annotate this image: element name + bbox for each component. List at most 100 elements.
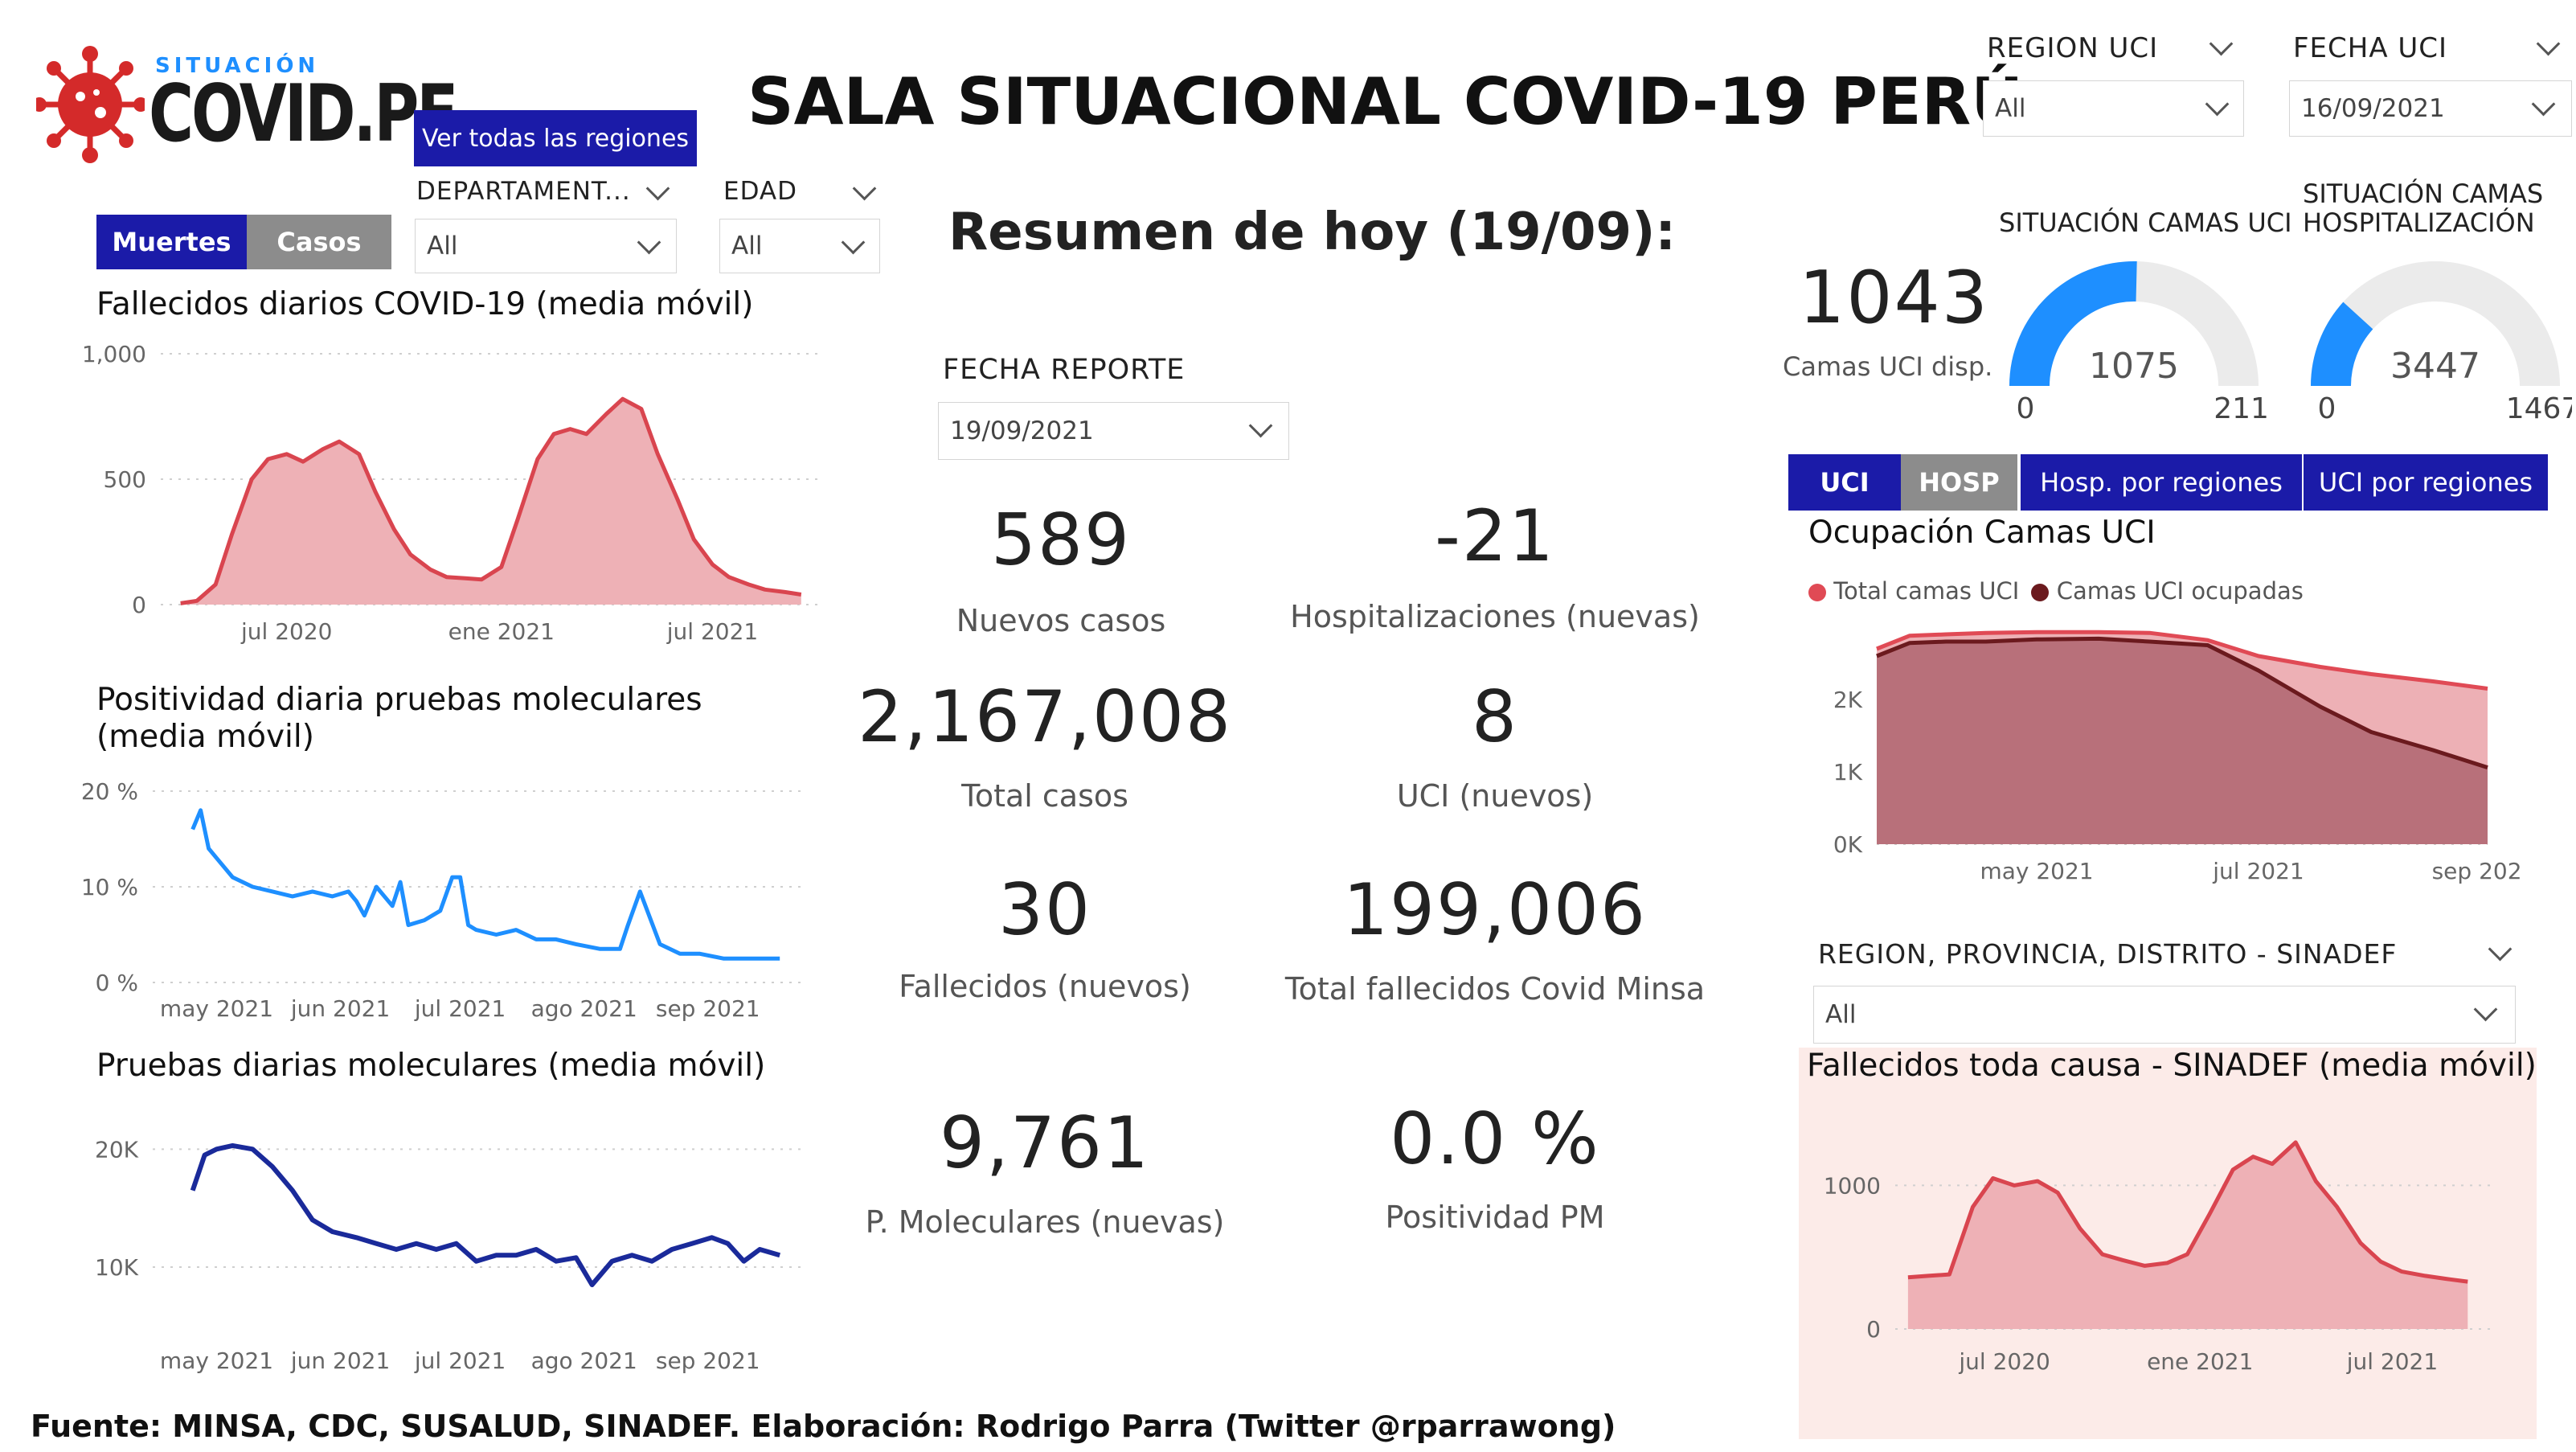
chevron-down-icon[interactable] [2536, 31, 2561, 56]
x-tick-label: jul 2021 [666, 618, 758, 645]
chevron-down-icon[interactable] [852, 176, 877, 201]
chevron-down-icon[interactable] [645, 176, 670, 201]
logo: SITUACIÓN COVID.PE [36, 36, 459, 165]
tab-uci-por-regiones[interactable]: UCI por regiones [2304, 454, 2548, 511]
y-tick-label: 0K [1833, 831, 1863, 858]
x-tick-label: jul 2021 [414, 1347, 506, 1374]
region-uci-dropdown[interactable]: All [1983, 80, 2244, 137]
series-line-0 [190, 1142, 781, 1287]
gauge-track [2311, 261, 2560, 386]
kpi-moleculares-value: 9,761 [940, 1101, 1150, 1184]
fecha-reporte-dropdown-value: 19/09/2021 [950, 416, 1094, 445]
gauge-value: 3447 [2390, 346, 2480, 387]
kpi-nuevos-casos-label: Nuevos casos [956, 603, 1166, 638]
legend-ocupadas-label: Camas UCI ocupadas [2056, 577, 2304, 605]
y-tick-label: 0 [132, 592, 146, 618]
region-uci-filter-label: REGION UCI [1987, 32, 2159, 64]
sinadef-region-dropdown[interactable]: All [1813, 986, 2516, 1044]
toggle-muertes-button[interactable]: Muertes [96, 215, 247, 269]
region-uci-dropdown-value: All [1995, 94, 2026, 123]
gauge-max: 2118 [2214, 392, 2271, 425]
toggle-casos-button[interactable]: Casos [247, 215, 391, 269]
departamento-dropdown-value: All [427, 232, 458, 260]
x-tick-label: sep 2021 [2432, 858, 2520, 884]
x-tick-label: jun 2021 [290, 1347, 390, 1374]
x-tick-label: may 2021 [160, 995, 273, 1022]
x-tick-label: sep 2021 [656, 1347, 760, 1374]
edad-dropdown-value: All [731, 232, 763, 260]
fecha-reporte-dropdown[interactable]: 19/09/2021 [938, 402, 1289, 460]
y-tick-label: 2K [1833, 687, 1863, 713]
edad-dropdown[interactable]: All [719, 219, 880, 273]
tab-hosp-por-regiones[interactable]: Hosp. por regiones [2021, 454, 2302, 511]
x-tick-label: ene 2021 [2147, 1348, 2253, 1375]
chevron-down-icon [2473, 997, 2498, 1022]
kpi-total-casos-label: Total casos [961, 778, 1128, 814]
chevron-down-icon [841, 230, 866, 255]
departamento-dropdown[interactable]: All [415, 219, 677, 273]
footer-source: Fuente: MINSA, CDC, SUSALUD, SINADEF. El… [31, 1409, 1616, 1444]
kpi-fallecidos-nuevos-value: 30 [998, 868, 1091, 951]
x-tick-label: may 2021 [1980, 858, 2093, 884]
sinadef-panel: Fallecidos toda causa - SINADEF (media m… [1799, 1048, 2537, 1439]
y-tick-label: 20K [95, 1136, 139, 1163]
chevron-down-icon [2205, 92, 2230, 117]
x-tick-label: jul 2021 [2212, 858, 2304, 884]
kpi-positividad-label: Positividad PM [1385, 1200, 1605, 1235]
series-area-1 [1877, 638, 2488, 844]
gauge-uci-title: SITUACIÓN CAMAS UCI [1999, 207, 2292, 238]
gauge-value: 1075 [2089, 346, 2179, 387]
y-tick-label: 1000 [1824, 1172, 1881, 1199]
x-tick-label: ene 2021 [448, 618, 555, 645]
x-tick-label: ago 2021 [531, 995, 637, 1022]
page-title: SALA SITUACIONAL COVID-19 PERÚ [747, 64, 2024, 139]
gauge-hosp-title-line1: SITUACIÓN CAMAS [2303, 178, 2544, 209]
y-tick-label: 0 % [96, 970, 138, 996]
edad-filter-label: EDAD [723, 177, 797, 206]
positividad-chart-title: Positividad diaria pruebas moleculares (… [96, 682, 702, 755]
legend-dot-total [1808, 584, 1826, 601]
logo-main-text: COVID.PE [149, 68, 459, 160]
ocupacion-uci-chart-title: Ocupación Camas UCI [1808, 515, 2156, 551]
x-tick-label: jul 2020 [240, 618, 332, 645]
gauge-max: 14670 [2506, 392, 2572, 425]
virus-icon [36, 46, 145, 163]
x-tick-label: jul 2021 [414, 995, 506, 1022]
sinadef-filter-label: REGION, PROVINCIA, DISTRITO - SINADEF [1818, 938, 2398, 970]
kpi-total-fallecidos-value: 199,006 [1343, 868, 1647, 951]
x-tick-label: jul 2020 [1958, 1348, 2050, 1375]
chevron-down-icon[interactable] [2488, 937, 2513, 962]
camas-uci-disp-label: Camas UCI disp. [1783, 351, 1993, 382]
fecha-uci-dropdown[interactable]: 16/09/2021 [2289, 80, 2572, 137]
x-tick-label: may 2021 [160, 1347, 273, 1374]
y-tick-label: 1,000 [82, 341, 146, 367]
fecha-reporte-label: FECHA REPORTE [943, 354, 1186, 386]
kpi-nuevos-casos-value: 589 [991, 498, 1131, 581]
pruebas-chart: 20K 10K may 2021 jun 2021 jul 2021 ago 2021 se… [95, 1136, 804, 1374]
y-tick-label: 500 [104, 466, 146, 493]
gauge-hosp: 3447 0 14670 [2311, 261, 2572, 425]
series-line-0 [190, 808, 780, 961]
sinadef-chart-title: Fallecidos toda causa - SINADEF (media m… [1807, 1048, 2537, 1084]
tab-hosp[interactable]: HOSP [1901, 454, 2017, 511]
series-line-0 [180, 396, 802, 605]
kpi-moleculares-label: P. Moleculares (nuevas) [865, 1204, 1225, 1240]
y-tick-label: 10K [95, 1254, 139, 1281]
gauge-uci: 1075 0 2118 [2009, 261, 2271, 425]
kpi-total-fallecidos-label: Total fallecidos Covid Minsa [1284, 971, 1706, 1007]
fallecidos-chart: 1,000 500 0 jul 2020 ene 2021 jul 2021 [82, 341, 820, 645]
gauge-fill [2009, 261, 2137, 386]
all-regions-button[interactable]: Ver todas las regiones [414, 110, 697, 166]
kpi-total-casos-value: 2,167,008 [858, 675, 1232, 758]
ocupacion-uci-legend: Total camas UCI Camas UCI ocupadas [1808, 577, 2304, 605]
ocupacion-uci-chart: 2K 1K 0K may 2021 jul 2021 sep 2021 [1833, 630, 2520, 884]
y-tick-label: 0 [1866, 1316, 1881, 1343]
logo-top-text: SITUACIÓN [155, 54, 320, 78]
chevron-down-icon [2531, 92, 2556, 117]
gauge-fill [2311, 301, 2373, 386]
sinadef-chart: 1000 0 jul 2020 ene 2021 jul 2021 [1824, 1140, 2490, 1375]
tab-uci[interactable]: UCI [1788, 454, 1901, 511]
x-tick-label: sep 2021 [656, 995, 760, 1022]
kpi-fallecidos-nuevos-label: Fallecidos (nuevos) [899, 969, 1191, 1004]
chevron-down-icon[interactable] [2209, 31, 2234, 56]
